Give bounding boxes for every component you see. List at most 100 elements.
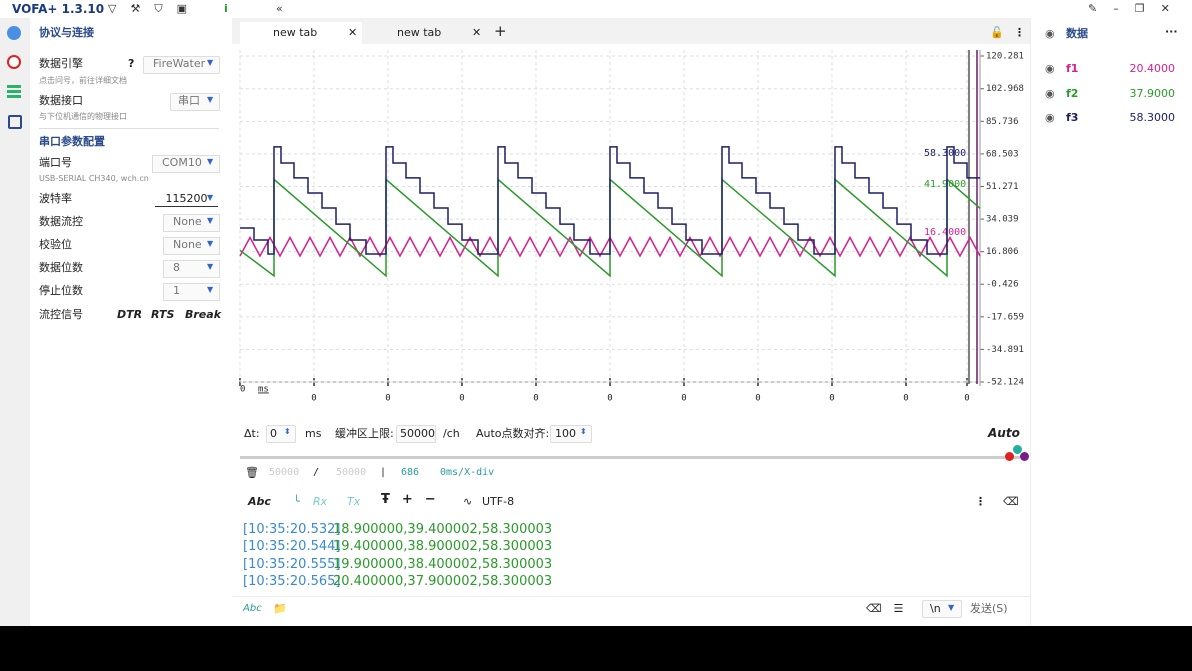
engine-dropdown[interactable] xyxy=(143,56,220,74)
add-tab[interactable]: + xyxy=(494,22,507,40)
log-time: [10:35:20.565] xyxy=(243,573,341,589)
y-tick-label: 85.736 xyxy=(986,117,1019,127)
lock-icon[interactable]: 🔓 xyxy=(990,26,1004,39)
slider-dot[interactable] xyxy=(1020,452,1029,461)
newline-value: \n xyxy=(930,602,941,615)
wave-icon[interactable]: ∿ xyxy=(463,495,473,508)
dropdown-arrow: ▼ xyxy=(207,95,214,104)
menu-icon[interactable]: ⋮ xyxy=(1014,26,1025,39)
dropdown[interactable] xyxy=(163,260,220,278)
buffer-label: 缓冲区上限: xyxy=(335,427,394,440)
tab-close[interactable]: ✕ xyxy=(348,26,358,39)
field-label: 端口号 xyxy=(39,156,72,169)
bottom-bar xyxy=(0,626,1192,671)
eye-icon[interactable]: ◉ xyxy=(1045,111,1055,124)
dt-label: Δt: xyxy=(244,427,260,440)
auto-input[interactable] xyxy=(550,425,592,443)
baud-input[interactable]: 115200 xyxy=(155,192,218,207)
eye-icon[interactable]: ◉ xyxy=(1045,86,1055,100)
y-tick-label: 120.281 xyxy=(986,52,1024,62)
eye-icon[interactable]: ◉ xyxy=(1045,62,1055,75)
field-label: 数据流控 xyxy=(39,215,83,228)
dropdown-arrow: ▼ xyxy=(207,285,214,294)
dropdown-value: FireWater xyxy=(153,57,206,70)
cursor-label: 16.4000 xyxy=(924,227,966,238)
flow-option[interactable]: RTS xyxy=(151,308,175,321)
slider-dot[interactable] xyxy=(1005,452,1014,461)
dropdown[interactable] xyxy=(163,283,220,301)
panel-divider xyxy=(1030,18,1031,626)
log-data: 19.400000,38.900002,58.300003 xyxy=(333,539,553,555)
rx-button[interactable]: Rx xyxy=(313,495,328,508)
channel-value: 37.9000 xyxy=(1129,86,1176,100)
auto-button[interactable]: Auto xyxy=(988,426,1020,440)
dropdown-value: 8 xyxy=(173,261,180,274)
status-count: 50000 xyxy=(336,467,367,478)
log-data: 20.400000,37.900002,58.300003 xyxy=(333,573,553,589)
channel-value: 20.4000 xyxy=(1129,62,1176,75)
slider-dot[interactable] xyxy=(1013,445,1022,454)
newline-dropdown[interactable] xyxy=(922,600,962,618)
tx-button[interactable]: Tx xyxy=(347,495,361,508)
status-sep: / xyxy=(313,467,320,478)
cursor-label: 58.3000 xyxy=(924,148,966,159)
tool-icons[interactable]: Ŧ+− xyxy=(381,492,448,507)
log-time: [10:35:20.544] xyxy=(243,539,341,555)
field-label: 数据引擎 xyxy=(39,57,83,70)
collapse-icon[interactable]: « xyxy=(276,2,283,15)
more-icon[interactable]: ··· xyxy=(1165,25,1178,38)
buffer-input[interactable] xyxy=(396,425,436,443)
flow-option[interactable]: Break xyxy=(185,308,222,321)
y-tick-label: -34.891 xyxy=(986,345,1024,355)
send-icons[interactable]: ⌫☰ xyxy=(866,602,916,615)
tab-close[interactable]: ✕ xyxy=(472,26,482,39)
send-button[interactable]: 发送(S) xyxy=(970,602,1008,615)
menu-icon[interactable]: ⋮ xyxy=(975,495,986,508)
window-icon[interactable] xyxy=(8,115,22,129)
channel-name: f3 xyxy=(1066,111,1079,124)
dropdown[interactable] xyxy=(152,155,220,173)
interface-dropdown[interactable] xyxy=(170,93,220,111)
title-icons[interactable]: ▽⚒⛉▣ xyxy=(108,2,201,15)
x-tick-label: 0 xyxy=(755,394,760,404)
status-div: 0ms/X-div xyxy=(440,467,495,478)
dropdown[interactable] xyxy=(163,214,220,232)
x-tick-label: 0 xyxy=(533,394,538,404)
y-tick-label: 102.968 xyxy=(986,84,1024,94)
tab-title[interactable]: new tab xyxy=(397,26,442,39)
window-buttons[interactable]: ✎–❐✕ xyxy=(1088,2,1186,15)
field-label: 波特率 xyxy=(39,192,72,205)
status-count: 50000 xyxy=(269,467,300,478)
plugin-icon[interactable] xyxy=(7,85,21,99)
record-icon[interactable] xyxy=(7,55,21,69)
connect-icon[interactable] xyxy=(7,26,21,40)
file-icon[interactable]: 📁 xyxy=(273,602,287,615)
dropdown-value: 串口 xyxy=(178,94,200,107)
mode-icon[interactable]: ╰ xyxy=(293,495,300,508)
clear-icon[interactable]: ⌫ xyxy=(1003,495,1019,508)
info-icon[interactable]: i xyxy=(224,2,228,15)
help-button[interactable]: ? xyxy=(128,57,135,70)
encoding[interactable]: UTF-8 xyxy=(482,495,515,508)
flow-option[interactable]: DTR xyxy=(117,308,143,321)
dropdown-value: 1 xyxy=(173,284,180,297)
dt-input[interactable] xyxy=(266,425,296,443)
dropdown[interactable] xyxy=(163,237,220,255)
channel-name: f1 xyxy=(1066,62,1079,75)
field-label: 数据位数 xyxy=(39,261,83,274)
abc-button[interactable]: Abc xyxy=(248,495,271,508)
slider-track[interactable] xyxy=(240,456,1020,459)
auto-value: 100 xyxy=(555,427,576,440)
field-label: 流控信号 xyxy=(39,308,83,321)
x-tick-label: 0 xyxy=(459,394,464,404)
dropdown-arrow[interactable]: ▼ xyxy=(207,193,214,202)
spinner[interactable]: ⬍ xyxy=(580,427,587,436)
abc-button[interactable]: Abc xyxy=(243,603,262,614)
tab-title[interactable]: new tab xyxy=(273,26,318,39)
tab-active[interactable] xyxy=(240,22,362,44)
eye-icon[interactable]: ◉ xyxy=(1045,27,1055,40)
spinner[interactable]: ⬍ xyxy=(284,427,291,436)
trash-icon[interactable]: 🗑 xyxy=(245,466,259,479)
section-title: 串口参数配置 xyxy=(39,135,105,148)
log-time: [10:35:20.532] xyxy=(243,522,341,537)
